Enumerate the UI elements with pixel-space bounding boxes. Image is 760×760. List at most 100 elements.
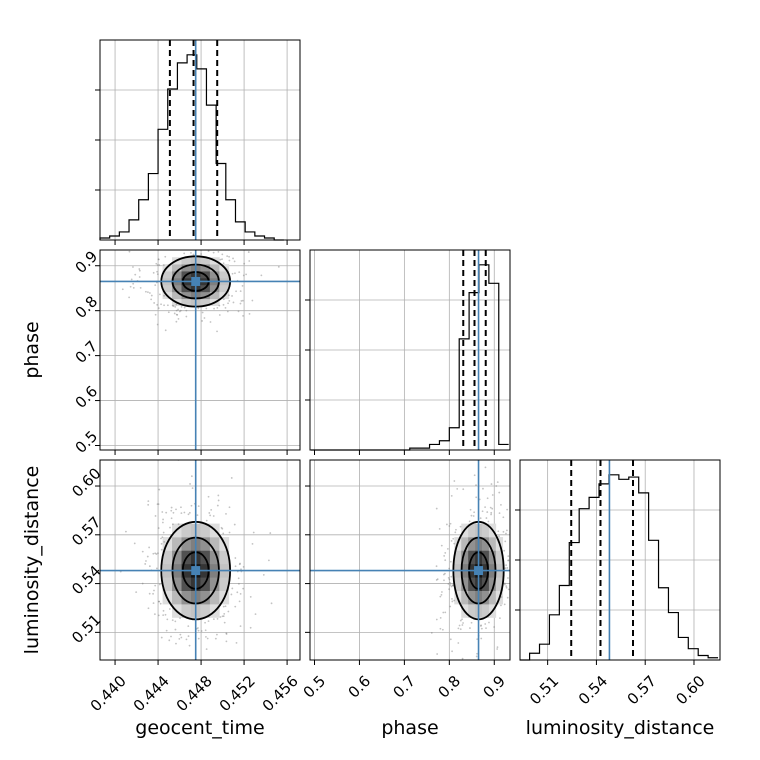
scatter-point xyxy=(155,553,158,555)
scatter-point xyxy=(204,621,206,624)
scatter-point xyxy=(185,309,188,312)
scatter-point xyxy=(161,521,164,524)
scatter-point xyxy=(197,637,200,640)
scatter-point xyxy=(172,523,174,526)
scatter-point xyxy=(435,565,438,568)
scatter-point xyxy=(513,571,515,573)
tick-label-x-luminosity_distance: 0.51 xyxy=(526,672,562,708)
scatter-point xyxy=(453,599,456,602)
scatter-point xyxy=(248,260,251,262)
density-cell xyxy=(172,271,182,279)
histogram-luminosity_distance xyxy=(519,474,719,661)
scatter-point xyxy=(238,563,241,566)
scatter-point xyxy=(488,621,490,624)
tick-label-y-phase: 0.7 xyxy=(72,337,102,367)
scatter-point xyxy=(180,506,182,509)
scatter-point xyxy=(166,618,169,621)
scatter-point xyxy=(218,314,221,316)
scatter-point xyxy=(191,487,194,489)
density-cell xyxy=(209,550,220,565)
scatter-point xyxy=(128,250,131,253)
scatter-point xyxy=(252,531,255,534)
tick-label-x-luminosity_distance: 0.54 xyxy=(575,672,611,708)
tick-label-x-geocent_time: 0.456 xyxy=(259,672,302,715)
density-cell xyxy=(200,298,211,306)
scatter-point xyxy=(447,576,450,579)
scatter-point xyxy=(158,600,160,603)
scatter-point xyxy=(178,310,181,313)
scatter-point xyxy=(526,537,528,539)
scatter-point xyxy=(469,627,471,629)
scatter-point xyxy=(154,552,157,555)
scatter-point xyxy=(459,619,462,622)
density-cell xyxy=(172,264,182,272)
scatter-point xyxy=(238,600,241,603)
scatter-point xyxy=(239,625,242,627)
density-cell xyxy=(172,284,182,293)
scatter-point xyxy=(203,317,206,319)
scatter-point xyxy=(238,271,241,274)
scatter-point xyxy=(231,587,234,590)
scatter-point xyxy=(166,304,169,307)
grid-layer xyxy=(100,40,720,660)
density-cell xyxy=(200,291,211,300)
scatter-point xyxy=(150,298,153,301)
scatter-point xyxy=(439,617,442,619)
scatter-point xyxy=(187,635,190,638)
density-cell xyxy=(209,590,220,605)
scatter-point xyxy=(212,618,215,621)
scatter-point xyxy=(207,250,210,253)
scatter-point xyxy=(506,567,509,569)
scatter-point xyxy=(457,627,460,630)
tick-label-x-phase: 0.9 xyxy=(479,672,509,702)
scatter-point xyxy=(448,578,451,581)
scatter-point xyxy=(241,299,244,302)
scatter-point xyxy=(435,507,438,510)
scatter-point xyxy=(449,522,452,525)
scatter-point xyxy=(216,633,218,636)
scatter-point xyxy=(155,660,157,662)
scatter-point xyxy=(450,494,453,497)
scatter-point xyxy=(450,540,453,542)
scatter-point xyxy=(444,572,446,575)
scatter-point xyxy=(175,642,177,645)
scatter-point xyxy=(167,228,169,230)
scatter-point xyxy=(445,523,448,526)
scatter-point xyxy=(453,480,456,482)
scatter-point xyxy=(170,672,172,674)
scatter-point xyxy=(251,542,254,545)
density-cell xyxy=(200,257,211,265)
scatter-point xyxy=(190,475,193,478)
scatter-point xyxy=(165,629,168,632)
scatter-point xyxy=(154,313,157,316)
scatter-point xyxy=(481,510,484,513)
scatter-point xyxy=(447,583,450,585)
scatter-point xyxy=(482,487,484,490)
scatter-point xyxy=(452,584,454,587)
scatter-point xyxy=(440,544,443,547)
scatter-point xyxy=(156,273,159,276)
tick-label-x-luminosity_distance: 0.57 xyxy=(624,672,660,708)
scatter-point xyxy=(515,504,517,506)
scatter-point xyxy=(480,624,482,627)
scatter-point xyxy=(231,272,234,275)
scatter-point xyxy=(174,620,177,623)
scatter-point xyxy=(200,630,203,632)
density-cell xyxy=(488,590,497,605)
scatter-point xyxy=(491,494,494,496)
scatter-point xyxy=(512,542,514,544)
tick-label-x-phase: 0.7 xyxy=(390,672,420,702)
scatter-point xyxy=(228,259,231,262)
scatter-point xyxy=(242,587,245,590)
scatter-point xyxy=(490,483,493,485)
scatter-point xyxy=(235,641,238,644)
scatter-point xyxy=(162,264,165,267)
scatter-point xyxy=(496,648,499,650)
scatter-point xyxy=(226,255,229,258)
scatter-point xyxy=(209,514,212,517)
scatter-point xyxy=(157,503,160,506)
scatter-point xyxy=(232,257,234,260)
tick-label-y-luminosity_distance: 0.60 xyxy=(68,464,104,500)
scatter-point xyxy=(160,537,162,540)
scatter-point xyxy=(507,559,510,562)
